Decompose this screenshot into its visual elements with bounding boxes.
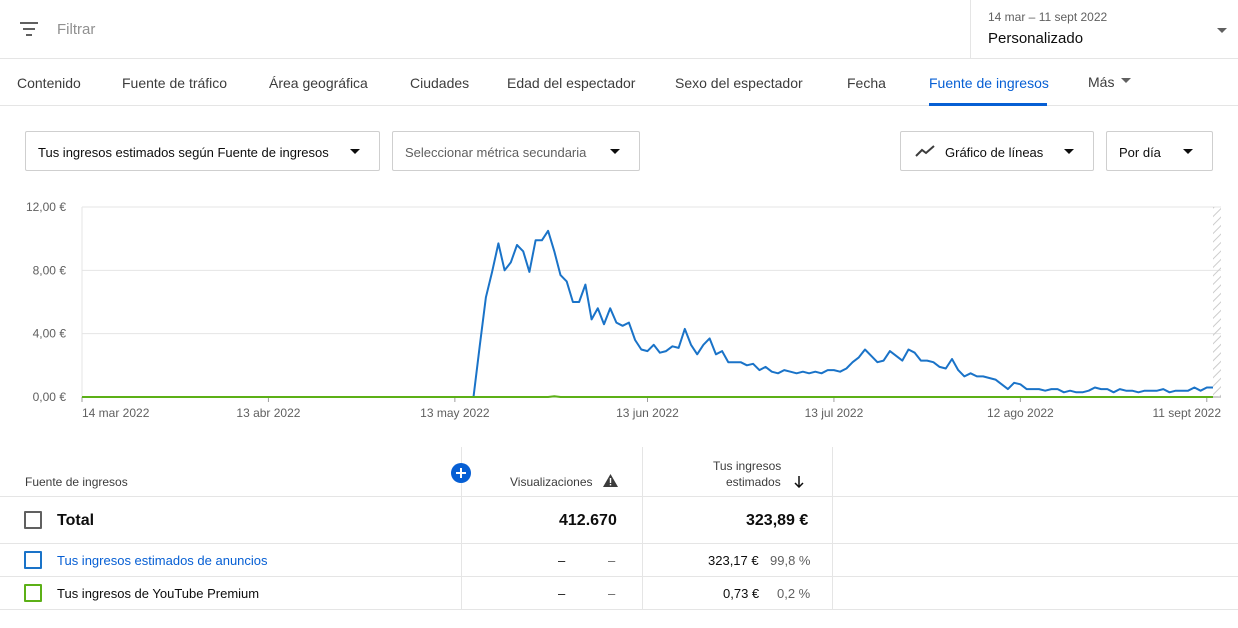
chevron-down-icon [1183,149,1193,154]
tab-edad-espectador[interactable]: Edad del espectador [507,75,636,91]
chevron-down-icon [1217,28,1227,33]
header-revenue-source[interactable]: Fuente de ingresos [25,475,128,489]
premium-row-label: Tus ingresos de YouTube Premium [57,586,260,601]
total-checkbox[interactable] [24,511,42,529]
chart-type-label: Gráfico de líneas [945,145,1044,160]
granularity-label: Por día [1119,145,1161,160]
filter-input[interactable]: Filtrar [57,21,96,38]
add-metric-button[interactable] [451,463,471,483]
chart-svg: 12,00 € 8,00 € 4,00 € 0,00 € 14 mar 2022 13 … [26,200,1221,420]
ads-row-revenue-pct: 99,8 % [770,553,811,568]
ads-row-checkbox[interactable] [24,551,42,569]
chevron-down-icon [1121,78,1131,83]
date-range-text: 14 mar – 11 sept 2022 [988,10,1108,24]
line-chart-icon [915,145,935,157]
tab-bar: Contenido Fuente de tráfico Área geográf… [0,59,1238,106]
x-tick-label: 13 jul 2022 [805,406,864,420]
premium-row-revenue: 0,73 € [723,586,760,601]
chevron-down-icon [610,149,620,154]
table-row [0,577,1238,610]
tab-sexo-espectador[interactable]: Sexo del espectador [675,75,803,91]
column-divider [461,447,462,610]
y-tick-label: 12,00 € [26,200,66,214]
chevron-down-icon [350,149,360,154]
ads-row-views-pct: – [608,553,616,568]
ads-revenue-series-line [82,229,1213,398]
premium-row-views: – [558,586,566,601]
ads-row-revenue: 323,17 € [708,553,759,568]
tab-area-geografica[interactable]: Área geográfica [269,75,368,91]
secondary-metric-select[interactable]: Seleccionar métrica secundaria [392,131,640,171]
date-range-label: Personalizado [988,30,1084,47]
table-total-row [0,497,1238,544]
secondary-metric-label: Seleccionar métrica secundaria [405,145,587,160]
x-tick-label: 11 sept 2022 [1152,406,1221,420]
header-views[interactable]: Visualizaciones [510,475,593,489]
chart-type-select[interactable]: Gráfico de líneas [900,131,1094,171]
column-divider [642,447,643,610]
ads-row-label[interactable]: Tus ingresos estimados de anuncios [57,553,268,568]
total-revenue: 323,89 € [746,512,809,529]
partial-period-hatch [1213,207,1221,397]
premium-row-views-pct: – [608,586,616,601]
date-range-picker[interactable]: 14 mar – 11 sept 2022 Personalizado [970,0,1238,59]
header-revenue-line2[interactable]: estimados [726,475,781,489]
column-divider [832,447,833,610]
table-row [0,544,1238,577]
chevron-down-icon [1064,149,1074,154]
x-tick-label: 12 ago 2022 [987,406,1054,420]
header-revenue-line1[interactable]: Tus ingresos [713,459,782,473]
x-tick-label: 13 may 2022 [420,406,490,420]
revenue-line-chart: 12,00 € 8,00 € 4,00 € 0,00 € 14 mar 2022 13 … [0,190,1238,430]
total-views: 412.670 [559,512,617,529]
primary-metric-label: Tus ingresos estimados según Fuente de i… [38,145,329,160]
tab-fecha[interactable]: Fecha [847,75,886,91]
premium-revenue-series-line [82,395,1213,398]
y-tick-label: 8,00 € [33,263,67,277]
premium-row-revenue-pct: 0,2 % [777,586,811,601]
filter-bar: Filtrar 14 mar – 11 sept 2022 Personaliz… [0,0,1238,59]
premium-row-checkbox[interactable] [24,584,42,602]
tab-fuente-trafico[interactable]: Fuente de tráfico [122,75,228,91]
tab-fuente-ingresos[interactable]: Fuente de ingresos [929,75,1049,91]
x-tick-label: 13 jun 2022 [616,406,679,420]
tab-contenido[interactable]: Contenido [17,75,81,91]
ads-row-views: – [558,553,566,568]
y-tick-label: 0,00 € [33,390,67,404]
tab-ciudades[interactable]: Ciudades [410,75,470,91]
total-label: Total [57,512,95,529]
table-header-row [0,447,1238,497]
y-tick-label: 4,00 € [33,327,67,341]
active-tab-indicator [929,103,1047,106]
granularity-select[interactable]: Por día [1106,131,1213,171]
warning-icon[interactable] [603,474,618,487]
sort-descending-icon[interactable] [794,476,804,488]
filter-icon[interactable] [20,22,38,36]
x-tick-label: 14 mar 2022 [82,406,150,420]
tab-mas[interactable]: Más [1088,74,1115,90]
primary-metric-select[interactable]: Tus ingresos estimados según Fuente de i… [25,131,380,171]
x-tick-label: 13 abr 2022 [236,406,300,420]
